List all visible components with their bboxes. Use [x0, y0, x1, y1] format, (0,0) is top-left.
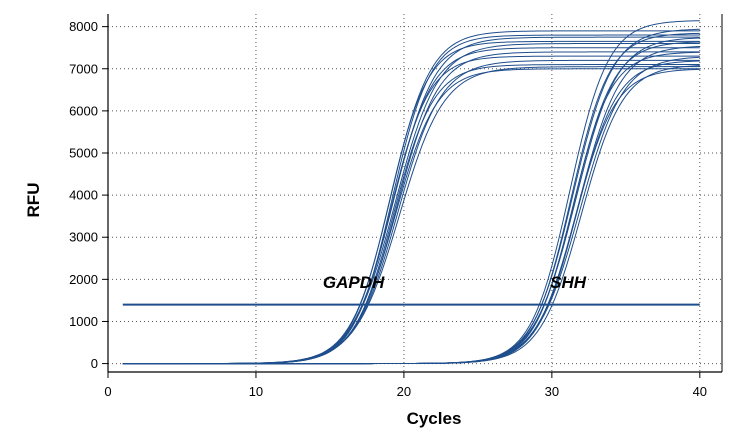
amplification-curve-shh — [122, 60, 700, 365]
grid-lines — [108, 14, 722, 372]
amplification-curve-gapdh — [122, 66, 700, 365]
y-tick-label: 4000 — [69, 188, 98, 203]
amplification-curve-gapdh — [122, 68, 700, 365]
y-tick-label: 3000 — [69, 230, 98, 245]
plot-frame — [107, 14, 723, 373]
y-tick-label: 7000 — [69, 61, 98, 76]
amplification-curves — [122, 20, 700, 365]
x-tick-label: 20 — [397, 384, 411, 399]
amplification-curve-shh — [122, 41, 700, 365]
y-tick-label: 5000 — [69, 145, 98, 160]
x-tick-label: 40 — [693, 384, 707, 399]
x-tick-label: 10 — [249, 384, 263, 399]
curve-annotations: GAPDH SHH — [323, 273, 587, 292]
axis-ticks: 0 10 20 30 40 0 1000 2000 3000 4000 5000 6000 7000 80… — [69, 19, 707, 399]
amplification-curve-shh — [122, 45, 700, 365]
y-tick-label: 6000 — [69, 103, 98, 118]
amplification-curve-shh — [122, 20, 700, 365]
y-tick-label: 2000 — [69, 272, 98, 287]
amplification-curve-shh — [122, 28, 700, 365]
amplification-curve-gapdh — [122, 59, 700, 365]
x-tick-label: 0 — [104, 384, 111, 399]
y-tick-label: 0 — [91, 356, 98, 371]
amplification-curve-gapdh — [122, 34, 700, 365]
amplification-curve-shh — [122, 37, 700, 365]
y-tick-label: 1000 — [69, 314, 98, 329]
x-tick-label: 30 — [545, 384, 559, 399]
y-tick-label: 8000 — [69, 19, 98, 34]
amplification-curve-gapdh — [122, 40, 700, 365]
x-axis-title: Cycles — [407, 409, 462, 428]
annotation-shh: SHH — [550, 273, 587, 292]
annotation-gapdh: GAPDH — [323, 273, 385, 292]
amplification-curve-gapdh — [122, 51, 700, 365]
amplification-curve-shh — [122, 68, 700, 365]
amplification-curve-gapdh — [122, 42, 700, 365]
amplification-curve-shh — [122, 51, 700, 365]
y-axis-title: RFU — [24, 183, 43, 218]
